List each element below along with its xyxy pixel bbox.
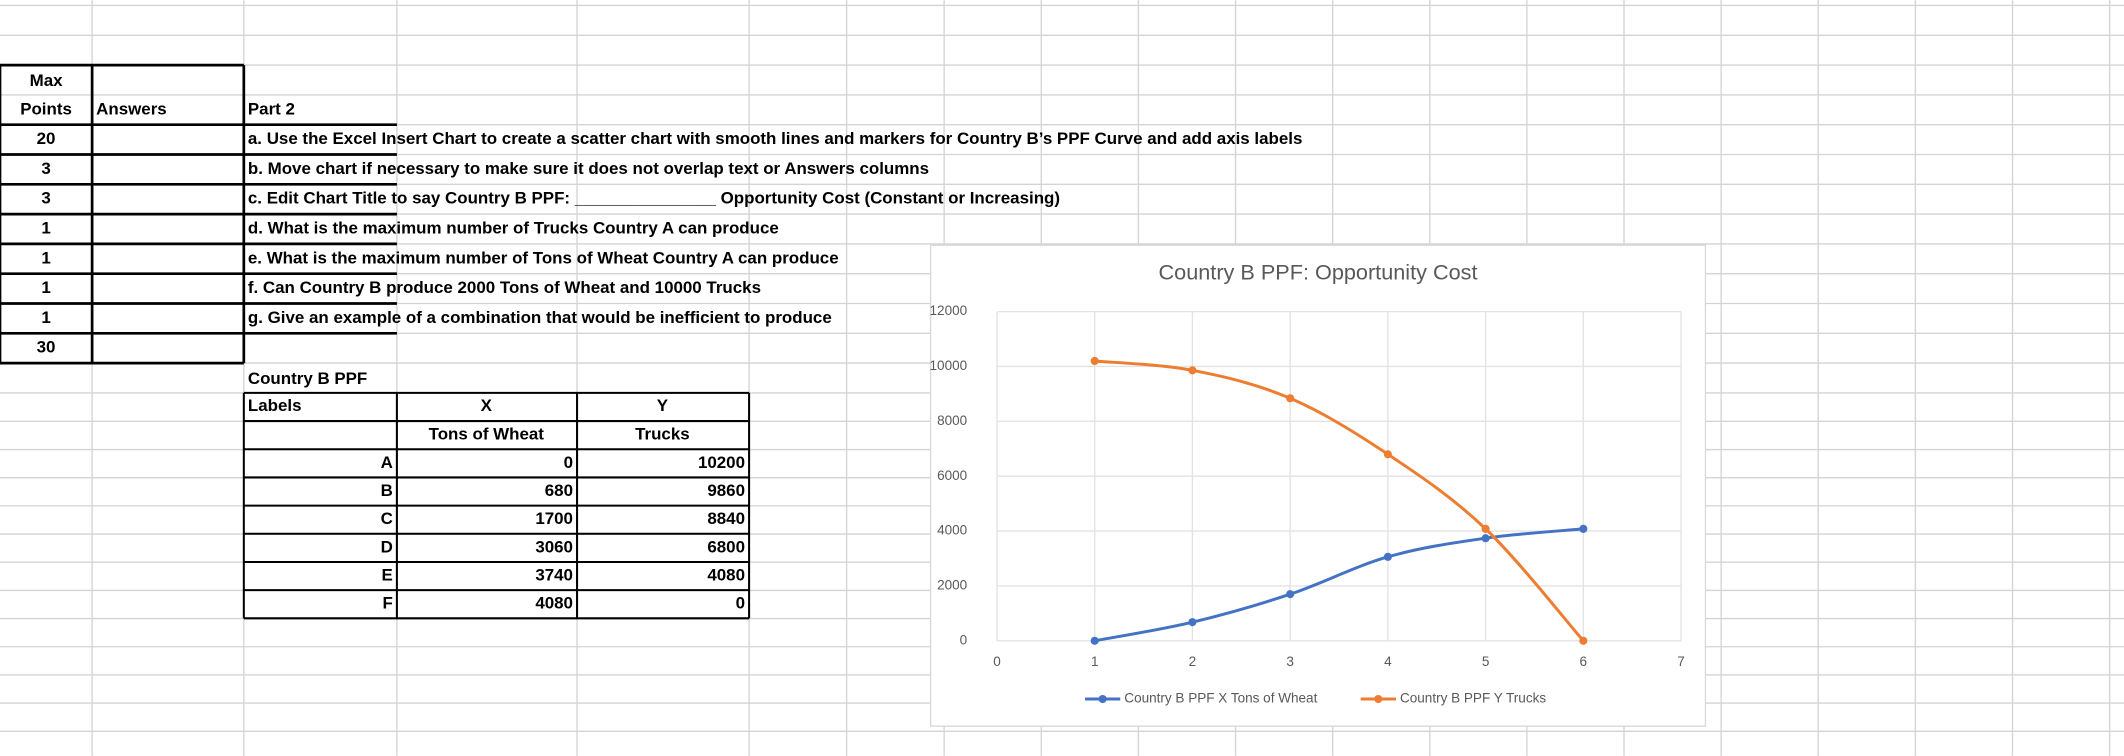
y-tick-label: 4000 [937, 523, 967, 538]
ppf-cell: 0 [736, 594, 745, 613]
x-tick-label: 0 [993, 654, 1001, 669]
legend-marker [1098, 694, 1107, 704]
ppf-header: Labels [248, 396, 302, 415]
ppf-cell: 6800 [707, 537, 745, 556]
task-text: e. What is the maximum number of Tons of… [248, 248, 839, 267]
marker [1090, 356, 1099, 366]
ppf-cell: 1700 [535, 509, 573, 528]
points-cell: 1 [41, 278, 50, 297]
legend-label: Country B PPF X Tons of Wheat [1124, 691, 1317, 706]
ppf-header: X [481, 396, 493, 415]
marker [1481, 534, 1490, 543]
legend-marker [1374, 694, 1383, 704]
y-tick-label: 8000 [937, 413, 967, 428]
y-tick-label: 12000 [930, 303, 968, 318]
marker [1286, 590, 1295, 599]
marker [1188, 366, 1197, 375]
total-points: 30 [37, 338, 56, 357]
points-cell: 3 [41, 189, 50, 208]
marker [1286, 394, 1295, 403]
x-tick-label: 6 [1580, 654, 1588, 669]
legend-label: Country B PPF Y Trucks [1400, 691, 1546, 706]
x-tick-label: 4 [1384, 654, 1392, 669]
ppf-title: Country B PPF [248, 369, 367, 388]
ppf-header: Y [657, 396, 669, 415]
x-tick-label: 7 [1677, 654, 1685, 669]
header-answers: Answers [96, 99, 167, 118]
task-text: d. What is the maximum number of Trucks … [248, 218, 779, 237]
y-tick-label: 6000 [937, 468, 967, 483]
x-tick-label: 2 [1189, 654, 1197, 669]
marker [1383, 450, 1392, 459]
x-tick-label: 1 [1091, 654, 1099, 669]
y-tick-label: 10000 [930, 358, 968, 373]
ppf-cell: 9860 [707, 481, 745, 500]
marker [1090, 636, 1099, 645]
ppf-cell: 3060 [535, 537, 573, 556]
ppf-cell: B [381, 481, 393, 500]
x-tick-label: 5 [1482, 654, 1490, 669]
task-text: c. Edit Chart Title to say Country B PPF… [248, 189, 1060, 208]
chart-area [929, 244, 1707, 727]
x-tick-label: 3 [1286, 654, 1294, 669]
ppf-cell: C [381, 509, 393, 528]
task-text: f. Can Country B produce 2000 Tons of Wh… [248, 278, 761, 297]
ppf-cell: 4080 [535, 594, 573, 613]
chart-title: Country B PPF: Opportunity Cost [1159, 259, 1478, 284]
ppf-cell: F [382, 594, 392, 613]
marker [1188, 618, 1197, 627]
ppf-subheader: Trucks [635, 424, 690, 443]
marker [1481, 524, 1490, 533]
ppf-cell: 8840 [707, 509, 745, 528]
points-cell: 1 [41, 248, 50, 267]
ppf-cell: A [381, 453, 393, 472]
header-max: Max [30, 71, 64, 90]
ppf-cell: E [382, 566, 393, 585]
ppf-cell: 4080 [707, 566, 745, 585]
marker [1579, 636, 1588, 645]
marker [1383, 552, 1392, 561]
task-text: a. Use the Excel Insert Chart to create … [248, 129, 1303, 148]
ppf-cell: 0 [564, 453, 573, 472]
points-cell: 1 [41, 218, 50, 237]
header-points: Points [20, 99, 72, 118]
header-part: Part 2 [248, 99, 295, 118]
task-text: g. Give an example of a combination that… [248, 308, 832, 327]
ppf-cell: 10200 [698, 453, 745, 472]
y-tick-label: 0 [960, 632, 968, 647]
task-text: b. Move chart if necessary to make sure … [248, 159, 929, 178]
ppf-cell: 3740 [535, 566, 573, 585]
ppf-cell: 680 [545, 481, 573, 500]
y-tick-label: 2000 [937, 578, 967, 593]
ppf-cell: D [381, 537, 393, 556]
points-cell: 3 [41, 159, 50, 178]
marker [1579, 524, 1588, 533]
points-cell: 20 [37, 129, 56, 148]
points-cell: 1 [41, 308, 50, 327]
ppf-subheader: Tons of Wheat [429, 424, 545, 443]
